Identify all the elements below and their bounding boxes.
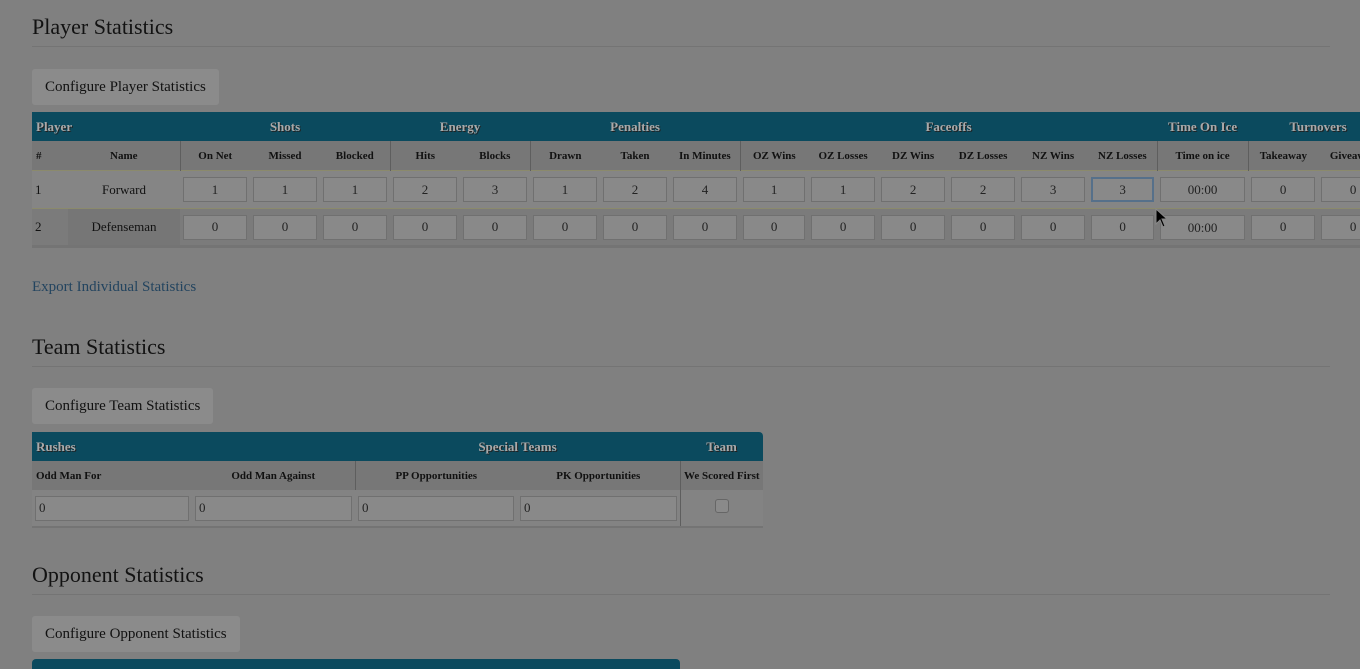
group-faceoffs: Faceoffs xyxy=(740,112,1158,141)
player-number: 2 xyxy=(32,208,68,248)
col-oz-wins: OZ Wins xyxy=(739,141,809,171)
stat-input-taken[interactable] xyxy=(603,177,668,202)
col-pp-opportunities: PP Opportunities xyxy=(354,461,517,490)
stat-input-takeaway[interactable] xyxy=(1251,214,1316,240)
col-dz-losses: DZ Losses xyxy=(948,141,1019,171)
team-statistics-title: Team Statistics xyxy=(32,334,166,359)
stat-input-on-net[interactable] xyxy=(183,177,247,202)
we-scored-first-checkbox[interactable] xyxy=(714,499,729,513)
player-name: Defenseman xyxy=(68,208,180,248)
stat-input-oz-wins[interactable] xyxy=(743,177,806,202)
col-takeaway: Takeaway xyxy=(1247,141,1319,171)
stat-input-oz-losses[interactable] xyxy=(811,177,876,202)
configure-player-statistics-button[interactable]: Configure Player Statistics xyxy=(32,69,219,105)
group-time-on-ice: Time On Ice xyxy=(1157,112,1249,141)
col-oz-losses: OZ Losses xyxy=(808,141,879,171)
col-in-minutes: In Minutes xyxy=(670,141,741,171)
stat-input-oz-wins[interactable] xyxy=(743,214,806,240)
col-name: Name xyxy=(68,141,180,171)
stat-input-oz-losses[interactable] xyxy=(811,214,876,240)
opponent-statistics-table-header xyxy=(32,659,680,669)
mouse-cursor-icon xyxy=(1155,208,1169,228)
stat-input-hits[interactable] xyxy=(393,177,458,202)
player-number: 1 xyxy=(32,170,68,209)
pp-opportunities-input[interactable] xyxy=(358,495,514,521)
stat-input-dz-wins[interactable] xyxy=(881,177,946,202)
stat-input-missed[interactable] xyxy=(253,177,317,202)
col-nz-losses: NZ Losses xyxy=(1088,141,1158,171)
col-time-on-ice: Time on ice xyxy=(1156,141,1249,171)
player-statistics-title: Player Statistics xyxy=(32,14,174,39)
group-team: Team xyxy=(680,432,763,461)
stat-input-blocks[interactable] xyxy=(463,177,528,202)
group-turnovers: Turnovers xyxy=(1248,112,1360,141)
stat-input-time-on-ice[interactable]: 00:00 xyxy=(1160,177,1246,202)
opponent-statistics-title: Opponent Statistics xyxy=(32,562,204,587)
col-dz-wins: DZ Wins xyxy=(878,141,949,171)
col-pk-opportunities: PK Opportunities xyxy=(517,461,680,490)
export-individual-statistics-link[interactable]: Export Individual Statistics xyxy=(32,279,197,295)
stat-input-nz-wins[interactable] xyxy=(1021,177,1086,202)
col-hits: Hits xyxy=(389,141,461,171)
divider xyxy=(32,46,1330,47)
stat-input-in-minutes[interactable] xyxy=(673,177,738,202)
divider xyxy=(32,366,1330,367)
stat-input-on-net[interactable] xyxy=(183,214,247,240)
player-statistics-table: Player Shots Energy Penalties Faceoffs T… xyxy=(32,112,1360,248)
stat-input-in-minutes[interactable] xyxy=(673,214,738,240)
stat-input-taken[interactable] xyxy=(603,214,668,240)
stat-input-time-on-ice[interactable]: 00:00 xyxy=(1160,214,1246,240)
col-missed: Missed xyxy=(250,141,320,171)
stat-input-drawn[interactable] xyxy=(533,214,598,240)
pk-opportunities-input[interactable] xyxy=(520,495,677,521)
team-statistics-table: Rushes Special Teams Team Odd Man For Od… xyxy=(32,432,763,528)
stat-input-nz-losses[interactable] xyxy=(1091,214,1155,240)
stat-input-dz-wins[interactable] xyxy=(881,214,946,240)
stat-input-takeaway[interactable] xyxy=(1251,177,1316,202)
col-nz-wins: NZ Wins xyxy=(1018,141,1089,171)
stat-input-blocked[interactable] xyxy=(323,177,388,202)
col-blocked: Blocked xyxy=(320,141,391,171)
stat-input-blocks[interactable] xyxy=(463,214,528,240)
odd-man-against-input[interactable] xyxy=(195,495,352,521)
configure-team-statistics-button[interactable]: Configure Team Statistics xyxy=(32,388,214,424)
group-rushes: Rushes xyxy=(32,432,355,461)
group-penalties: Penalties xyxy=(530,112,741,141)
col-giveaway: Giveaway xyxy=(1318,141,1360,171)
col-drawn: Drawn xyxy=(529,141,601,171)
odd-man-for-input[interactable] xyxy=(35,495,189,521)
stat-input-nz-wins[interactable] xyxy=(1021,214,1086,240)
col-on-net: On Net xyxy=(179,141,250,171)
col-number: # xyxy=(32,141,68,171)
group-energy: Energy xyxy=(390,112,531,141)
stat-input-nz-losses[interactable] xyxy=(1091,177,1155,202)
group-player: Player xyxy=(32,112,180,141)
stat-input-hits[interactable] xyxy=(393,214,458,240)
stat-input-dz-losses[interactable] xyxy=(951,177,1016,202)
configure-opponent-statistics-button[interactable]: Configure Opponent Statistics xyxy=(32,616,240,652)
col-we-scored-first: We Scored First xyxy=(679,461,763,490)
col-odd-man-against: Odd Man Against xyxy=(192,461,355,490)
col-taken: Taken xyxy=(600,141,671,171)
stat-input-drawn[interactable] xyxy=(533,177,598,202)
stat-input-giveaway[interactable] xyxy=(1321,214,1360,240)
group-special-teams: Special Teams xyxy=(355,432,680,461)
group-shots: Shots xyxy=(180,112,391,141)
divider xyxy=(32,594,1330,595)
col-blocks: Blocks xyxy=(460,141,531,171)
player-name: Forward xyxy=(68,170,180,209)
stat-input-blocked[interactable] xyxy=(323,214,388,240)
stat-input-giveaway[interactable] xyxy=(1321,177,1360,202)
col-odd-man-for: Odd Man For xyxy=(32,461,192,490)
stat-input-dz-losses[interactable] xyxy=(951,214,1016,240)
stat-input-missed[interactable] xyxy=(253,214,317,240)
